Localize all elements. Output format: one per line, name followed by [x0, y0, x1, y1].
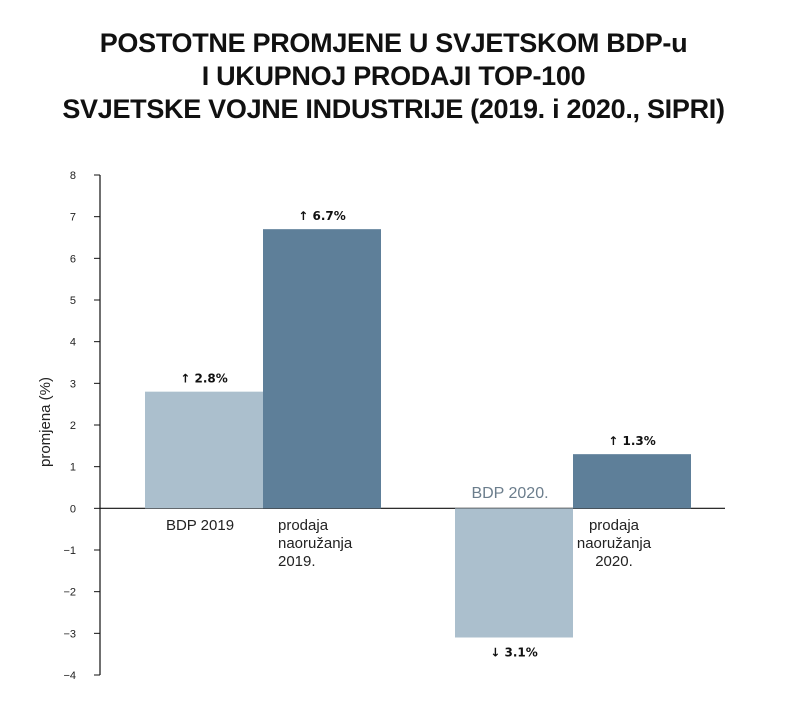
category-label: BDP 2019 — [166, 517, 234, 534]
y-tick-label: 5 — [70, 295, 76, 307]
category-label-line: naoružanja — [278, 535, 353, 552]
y-tick-label: 8 — [70, 170, 76, 182]
y-tick-label: 4 — [70, 337, 76, 349]
category-label-line: BDP 2020. — [471, 485, 548, 502]
category-label-line: prodaja — [278, 517, 329, 534]
data-label: ↑ 6.7% — [298, 209, 346, 223]
category-label-line: 2019. — [278, 553, 316, 570]
chart-title-line-2: I UKUPNOJ PRODAJI TOP-100 — [201, 61, 586, 91]
category-label: BDP 2020. — [471, 485, 548, 502]
chart-title-line-1: POSTOTNE PROMJENE U SVJETSKOM BDP-u — [99, 28, 688, 58]
data-label: ↑ 1.3% — [608, 434, 656, 448]
chart-title-line-3: SVJETSKE VOJNE INDUSTRIJE (2019. i 2020.… — [62, 94, 725, 124]
y-tick-label: −4 — [63, 670, 76, 682]
data-label: ↓ 3.1% — [490, 646, 538, 660]
y-tick-label: −2 — [63, 587, 76, 599]
bars — [145, 229, 691, 638]
category-label-line: naoružanja — [577, 535, 652, 552]
axes: 8 7 6 5 4 3 2 1 0 −1 −2 −3 −4 — [63, 170, 725, 682]
bar — [145, 391, 263, 509]
category-label-line: prodaja — [589, 517, 640, 534]
labels: ↑ 2.8%BDP 2019↑ 6.7%prodaja naoružanja 201… — [166, 209, 656, 659]
category-label-line: BDP 2019 — [166, 517, 234, 534]
y-tick-label: −3 — [63, 628, 76, 640]
y-tick-label: 1 — [70, 462, 76, 474]
bar — [263, 229, 381, 509]
bar — [573, 454, 691, 509]
y-tick-label: 3 — [70, 378, 76, 390]
y-axis-label: promjena (%) — [37, 377, 54, 467]
chart-title: POSTOTNE PROMJENE U SVJETSKOM BDP-u I UK… — [0, 27, 787, 126]
y-tick-label: 2 — [70, 420, 76, 432]
category-label-line: 2020. — [595, 553, 633, 570]
y-tick-label: 7 — [70, 212, 76, 224]
category-label: prodaja naoružanja 2019. — [278, 517, 353, 570]
category-label: prodaja naoružanja 2020. — [577, 517, 652, 570]
y-tick-label: 6 — [70, 253, 76, 265]
bar — [455, 508, 573, 638]
data-label: ↑ 2.8% — [180, 372, 228, 386]
y-tick-label: 0 — [70, 503, 76, 515]
y-tick-label: −1 — [63, 545, 76, 557]
